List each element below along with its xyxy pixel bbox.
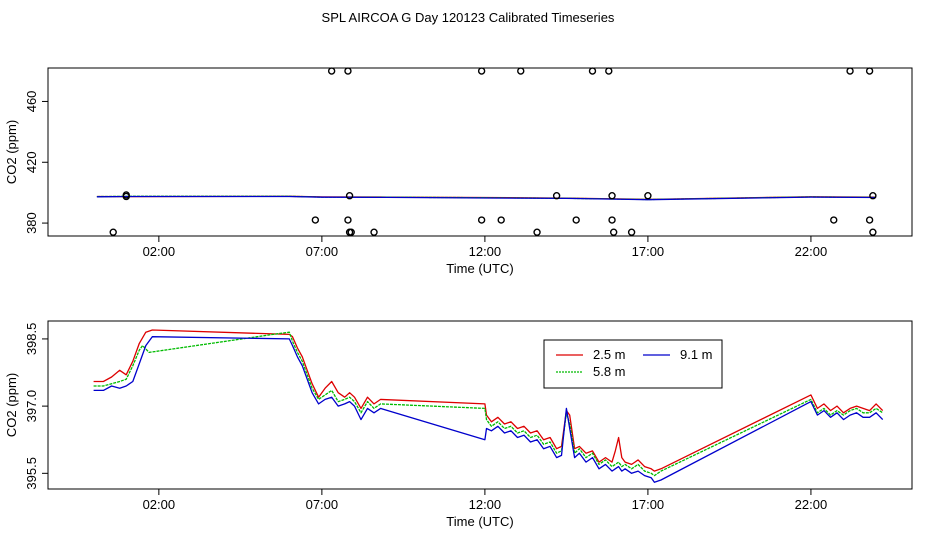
x-tick-label: 02:00 [143, 497, 176, 512]
flag-point [344, 216, 352, 224]
figure-title: SPL AIRCOA G Day 120123 Calibrated Times… [322, 10, 615, 25]
flag-point [869, 228, 877, 236]
flag-point [869, 192, 877, 200]
flag-point [830, 216, 838, 224]
x-tick-label: 07:00 [306, 497, 339, 512]
top-y-axis: 380 420 460 [24, 91, 48, 234]
series-line-5-8-m [93, 331, 884, 477]
y-tick-label: 380 [24, 212, 39, 234]
y-tick-label: 460 [24, 91, 39, 113]
x-tick-label: 02:00 [143, 244, 176, 259]
flag-point [477, 216, 486, 224]
flag-point [572, 216, 580, 224]
legend-box [543, 339, 723, 389]
flag-point [627, 228, 636, 236]
bottom-x-axis: 02:00 07:00 12:00 17:00 22:00 [143, 489, 828, 512]
x-tick-label: 17:00 [632, 497, 665, 512]
y-tick-label: 397.0 [24, 390, 39, 423]
y-tick-label: 420 [24, 151, 39, 173]
flag-point [109, 228, 117, 236]
y-tick-label: 395.5 [24, 457, 39, 490]
flag-point [865, 67, 874, 75]
flag-point [517, 67, 525, 75]
top-y-axis-label: CO2 (ppm) [4, 120, 19, 184]
flag-point [865, 216, 874, 224]
legend-label-9-1m: 9.1 m [680, 347, 713, 362]
y-tick-label: 398.5 [24, 323, 39, 356]
series-line-9-1-m [96, 195, 877, 201]
flag-point [311, 216, 320, 224]
legend: 2.5 m 9.1 m 5.8 m [543, 339, 723, 389]
x-tick-label: 07:00 [306, 244, 339, 259]
bottom-panel: 02:00 07:00 12:00 17:00 22:00 395.5 397.0 398.… [4, 320, 913, 529]
flag-point [605, 67, 613, 75]
flag-point [533, 228, 541, 236]
flag-point [370, 228, 378, 236]
top-x-axis-label: Time (UTC) [446, 261, 513, 276]
bottom-y-axis: 395.5 397.0 398.5 [24, 323, 48, 490]
x-tick-label: 12:00 [469, 244, 502, 259]
flag-point [345, 192, 354, 200]
flag-point [588, 67, 597, 75]
top-series [96, 67, 877, 236]
bottom-x-axis-label: Time (UTC) [446, 514, 513, 529]
bottom-series [93, 329, 884, 483]
flag-point [608, 192, 616, 200]
top-x-axis: 02:00 07:00 12:00 17:00 22:00 [143, 236, 828, 259]
bottom-plot-frame [47, 320, 913, 490]
legend-label-2-5m: 2.5 m [593, 347, 626, 362]
flag-point [347, 228, 355, 236]
flag-point [497, 216, 505, 224]
x-tick-label: 22:00 [795, 244, 828, 259]
flag-point [344, 67, 352, 75]
flag-point [609, 228, 618, 236]
flag-point [477, 67, 486, 75]
flag-point [122, 192, 130, 201]
x-tick-label: 12:00 [469, 497, 502, 512]
x-tick-label: 22:00 [795, 497, 828, 512]
series-line-9-1-m [93, 336, 884, 483]
flag-point [327, 67, 336, 75]
flag-point [608, 216, 616, 224]
top-panel: 02:00 07:00 12:00 17:00 22:00 380 420 460 Time… [4, 67, 913, 276]
series-line-2-5-m [93, 329, 884, 472]
flag-point [644, 192, 652, 200]
flag-point [846, 67, 854, 75]
legend-label-5-8m: 5.8 m [593, 364, 626, 379]
bottom-y-axis-label: CO2 (ppm) [4, 373, 19, 437]
flag-point [552, 192, 561, 200]
x-tick-label: 17:00 [632, 244, 665, 259]
